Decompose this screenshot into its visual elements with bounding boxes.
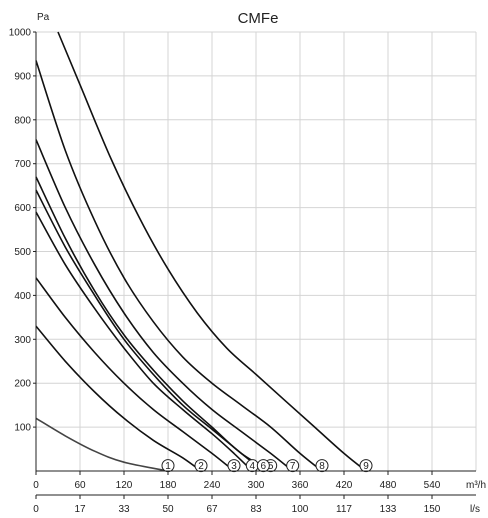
curves [35,31,367,472]
y-tick-label: 200 [14,379,31,390]
axes [33,31,476,499]
x-tick-label-m3h: 0 [33,480,39,491]
y-tick-label: 700 [14,159,31,170]
x-tick-label-ls: 0 [33,504,39,515]
curve-marker-8: 8 [315,459,329,473]
y-tick-label: 1000 [9,28,32,39]
marker-label: 8 [319,461,325,472]
marker-label: 5 [268,461,274,472]
curve-3 [35,277,235,472]
x-tick-label-ls: 117 [336,504,352,515]
curve-marker-3: 3 [227,459,241,473]
y-tick-label: 100 [14,423,31,434]
x-tick-label-m3h: 240 [204,480,221,491]
marker-circle [315,459,329,473]
marker-circle [359,459,373,473]
x-tick-label-m3h: 480 [380,480,397,491]
marker-circle [286,459,300,473]
curve-9 [57,31,367,472]
y-tick-label: 900 [14,71,31,82]
y-tick-label: 500 [14,247,31,258]
curve-2 [35,325,202,472]
marker-circle [194,459,208,473]
curve-8 [35,60,323,472]
curve-markers: 1 2 3 4 56 7 8 9 [161,459,373,473]
curve-1 [35,417,169,472]
x-tick-label-m3h: 120 [116,480,133,491]
curve-6 [35,189,264,472]
marker-circle [227,459,241,473]
marker-label: 1 [165,461,171,472]
curve-marker-2: 2 [194,459,208,473]
x-tick-label-ls: 83 [250,504,262,515]
y-tick-label: 400 [14,291,31,302]
curve-marker-4: 4 [245,459,259,473]
y-tick-label: 600 [14,203,31,214]
x-tick-label-m3h: 300 [248,480,265,491]
chart-title: CMFe [238,10,279,27]
x-tick-label-ls: 67 [206,504,218,515]
y-tick-label: 300 [14,335,31,346]
curve-7 [35,139,294,472]
x-tick-label-m3h: 420 [336,480,353,491]
x-tick-label-ls: 100 [292,504,309,515]
x-tick-label-ls: 150 [424,504,441,515]
grid [35,31,477,471]
curve-marker-7: 7 [286,459,300,473]
x-axis-unit-bottom: l/s [470,504,480,515]
curve-4 [35,211,253,472]
x-tick-label-m3h: 540 [424,480,441,491]
x-tick-label-ls: 50 [162,504,174,515]
x-axis-unit-top: m³/h [466,480,486,491]
x-tick-label-m3h: 180 [160,480,177,491]
marker-label: 3 [231,461,237,472]
marker-label: 9 [363,461,369,472]
x-tick-label-m3h: 360 [292,480,309,491]
marker-label: 7 [290,461,296,472]
x-tick-label-ls: 33 [118,504,130,515]
x-tick-label-ls: 17 [74,504,86,515]
marker-label: 4 [250,461,256,472]
marker-circle [256,459,270,473]
x-tick-label-ls: 133 [380,504,397,515]
x-tick-label-m3h: 60 [74,480,86,491]
marker-label: 6 [261,461,267,472]
marker-label: 2 [198,461,204,472]
y-tick-label: 800 [14,115,31,126]
curve-marker-6: 6 [256,459,270,473]
y-axis-unit: Pa [37,12,50,23]
curve-marker-9: 9 [359,459,373,473]
curve-marker-1: 1 [161,459,175,473]
